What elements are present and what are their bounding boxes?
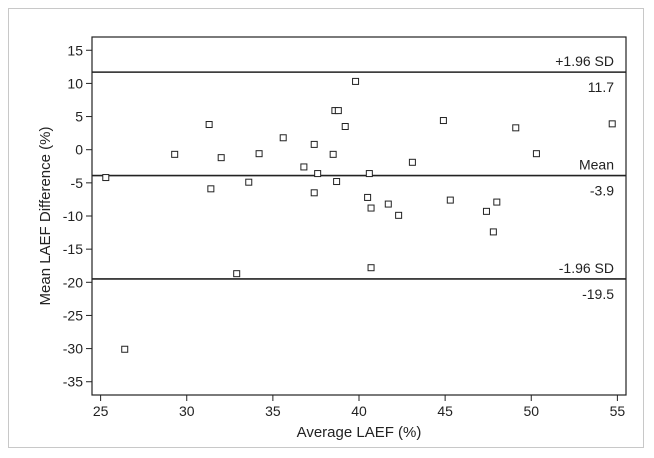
data-point [439,117,447,125]
data-point [245,178,253,186]
chart-frame [8,8,644,448]
plot-area-border [91,36,627,396]
data-point [334,107,342,115]
data-point [482,207,490,215]
x-tick-label: 55 [610,403,626,419]
reference-lines: +1.96 SD 11.7 Mean -3.9 -1.96 SD -19.5 [92,53,626,302]
data-point [367,264,375,272]
y-tick-label: -35 [63,374,83,390]
data-point [493,198,501,206]
x-tick-label: 45 [437,403,453,419]
y-axis-label: Mean LAEF Difference (%) [37,127,54,306]
reference-line-label: Mean [579,157,614,173]
data-point [446,196,454,204]
x-tick-label: 50 [523,403,539,419]
data-point [333,178,341,186]
y-tick-label: 5 [75,109,83,125]
y-tick-label: 15 [67,42,83,58]
data-point [384,200,392,208]
x-tick-label: 35 [265,403,281,419]
data-point [205,121,213,129]
x-axis-label: Average LAEF (%) [297,424,422,441]
data-point [121,345,129,353]
data-point [217,154,225,162]
data-point [408,158,416,166]
data-points [102,77,616,353]
reference-line-label: -1.96 SD [559,260,614,276]
data-point [489,228,497,236]
data-point [300,163,308,171]
y-tick-label: 0 [75,142,83,158]
data-point [310,189,318,197]
data-point [365,170,373,178]
y-tick-label: -20 [63,274,83,290]
data-point [310,140,318,148]
x-axis-ticks: 25 30 35 40 45 50 55 [93,395,626,419]
x-tick-label: 30 [179,403,195,419]
x-tick-label: 40 [351,403,367,419]
data-point [364,193,372,201]
y-tick-label: -25 [63,307,83,323]
y-tick-label: -5 [71,175,84,191]
reference-line-value: 11.7 [588,79,614,95]
data-point [367,204,375,212]
y-tick-label: -30 [63,341,83,357]
data-point [102,174,110,182]
data-point [233,270,241,278]
data-point [171,150,179,158]
reference-line-value: -19.5 [582,286,614,302]
data-point [255,150,263,158]
y-tick-label: -15 [63,241,83,257]
y-tick-label: 10 [67,75,83,91]
reference-line-label: +1.96 SD [555,53,614,69]
data-point [512,124,520,132]
y-tick-label: -10 [63,208,83,224]
y-axis-ticks: 15 10 5 0 -5 -10 -15 -20 -25 -30 -35 [63,42,92,390]
data-point [279,134,287,142]
data-point [207,185,215,193]
x-tick-label: 25 [93,403,109,419]
data-point [314,170,322,178]
data-point [352,77,360,85]
reference-line-value: -3.9 [590,183,614,199]
data-point [395,211,403,219]
data-point [532,150,540,158]
data-point [341,123,349,130]
data-point [329,150,337,158]
data-point [608,120,616,128]
